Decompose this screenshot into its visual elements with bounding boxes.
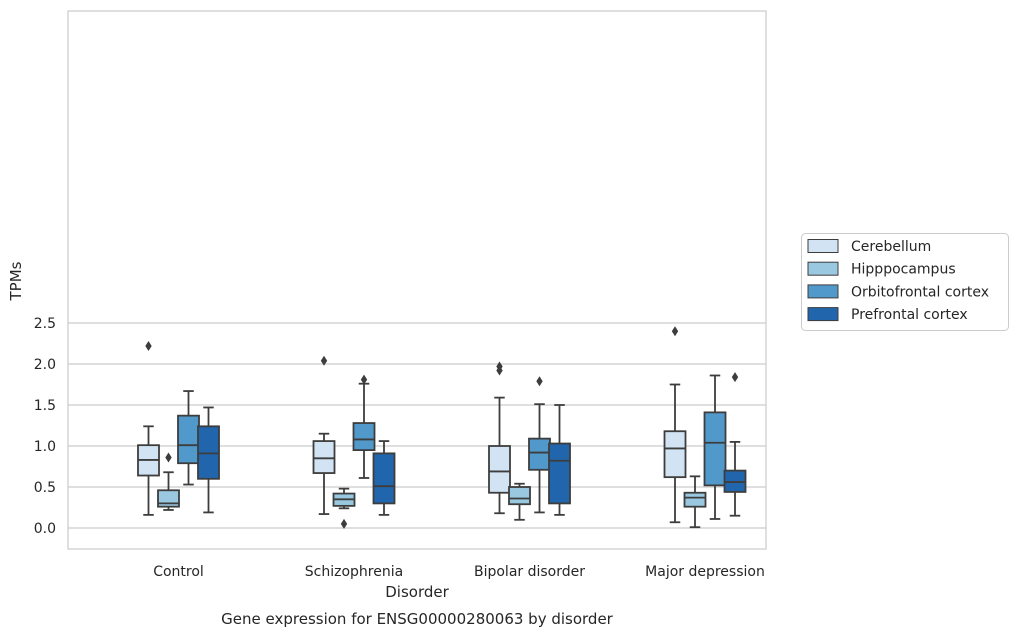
box [332, 487, 356, 529]
box [723, 372, 747, 517]
x-axis-ticks: Control Schizophrenia Bipolar disorder Majo… [153, 564, 765, 580]
box-iqr [177, 414, 200, 465]
box-iqr [352, 422, 376, 452]
category-group [137, 340, 220, 516]
legend-swatch [807, 261, 839, 276]
legend-label: Prefrontal cortex [851, 307, 968, 323]
outlier-marker [731, 372, 739, 383]
y-axis-title: TPMs [7, 261, 25, 301]
y-tick-label: 2.5 [34, 316, 56, 332]
outlier-marker [340, 518, 348, 529]
legend[interactable]: Cerebellum Hipppocampus Orbitofrontal cort… [801, 233, 1009, 331]
box-iqr [488, 445, 511, 494]
x-tick-label: Bipolar disorder [474, 564, 585, 580]
legend-label: Cerebellum [851, 239, 931, 255]
box [508, 482, 531, 521]
box [157, 452, 180, 511]
box-iqr [508, 486, 531, 506]
legend-item[interactable]: Cerebellum [807, 239, 931, 255]
legend-swatch [807, 239, 839, 253]
legend-item[interactable]: Prefrontal cortex [807, 307, 968, 323]
outlier-marker [320, 355, 328, 366]
box [488, 361, 511, 515]
outlier-marker [360, 374, 368, 385]
y-tick-label: 1.0 [34, 439, 56, 455]
outlier-marker [496, 361, 503, 372]
x-tick-label: Schizophrenia [305, 564, 403, 580]
x-axis-title: Disorder [385, 583, 449, 601]
box [548, 404, 571, 516]
legend-swatch [807, 284, 839, 299]
box-iqr [548, 442, 571, 505]
y-tick-label: 2.0 [34, 357, 56, 373]
box-iqr [683, 491, 707, 508]
box-iqr [528, 437, 551, 471]
box-iqr [372, 452, 396, 505]
legend-label: Hipppocampus [851, 262, 956, 278]
box [663, 326, 687, 524]
category-group [312, 355, 396, 529]
box [703, 374, 727, 520]
box [683, 475, 707, 529]
chart-caption: Gene expression for ENSG00000280063 by d… [221, 610, 614, 628]
box-iqr [663, 430, 687, 479]
box [197, 406, 220, 514]
outlier-marker [671, 326, 679, 337]
box-iqr [703, 411, 727, 487]
legend-item[interactable]: Hipppocampus [807, 261, 956, 278]
legend-swatch [807, 307, 839, 322]
box-iqr [312, 440, 336, 474]
category-group [488, 361, 571, 521]
category-group [663, 326, 747, 529]
box [352, 374, 376, 479]
outlier-marker [145, 340, 152, 351]
box [312, 355, 336, 515]
y-tick-label: 0.0 [34, 521, 56, 537]
box [177, 390, 200, 486]
y-tick-label: 0.5 [34, 480, 56, 496]
box [372, 440, 396, 516]
box [137, 340, 160, 516]
legend-frame [801, 233, 1009, 331]
outlier-marker [165, 452, 172, 463]
x-tick-label: Control [153, 564, 204, 580]
y-tick-label: 1.5 [34, 398, 56, 414]
legend-label: Orbitofrontal cortex [851, 284, 989, 300]
box-groups [137, 326, 747, 529]
x-tick-label: Major depression [645, 564, 765, 580]
outlier-marker [536, 376, 543, 387]
y-axis-ticks: 0.0 0.5 1.0 1.5 2.0 2.5 [34, 316, 56, 537]
legend-item[interactable]: Orbitofrontal cortex [807, 284, 989, 300]
plot-frame [67, 10, 767, 550]
